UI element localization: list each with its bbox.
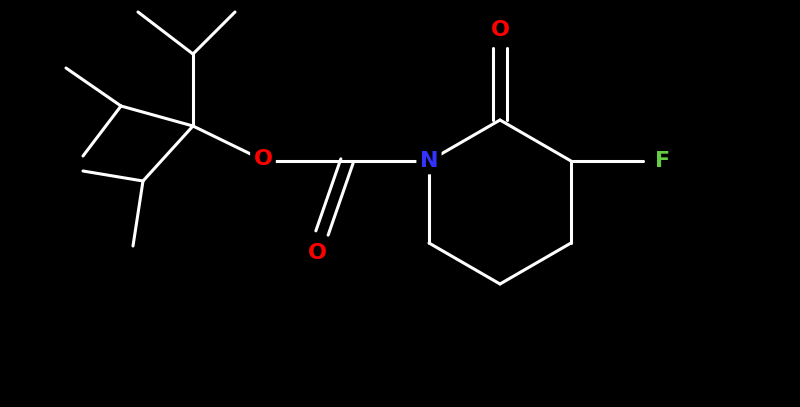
Text: O: O xyxy=(307,243,326,263)
Text: F: F xyxy=(655,151,670,171)
Text: O: O xyxy=(254,149,273,169)
Text: O: O xyxy=(490,20,510,40)
Text: N: N xyxy=(420,151,438,171)
